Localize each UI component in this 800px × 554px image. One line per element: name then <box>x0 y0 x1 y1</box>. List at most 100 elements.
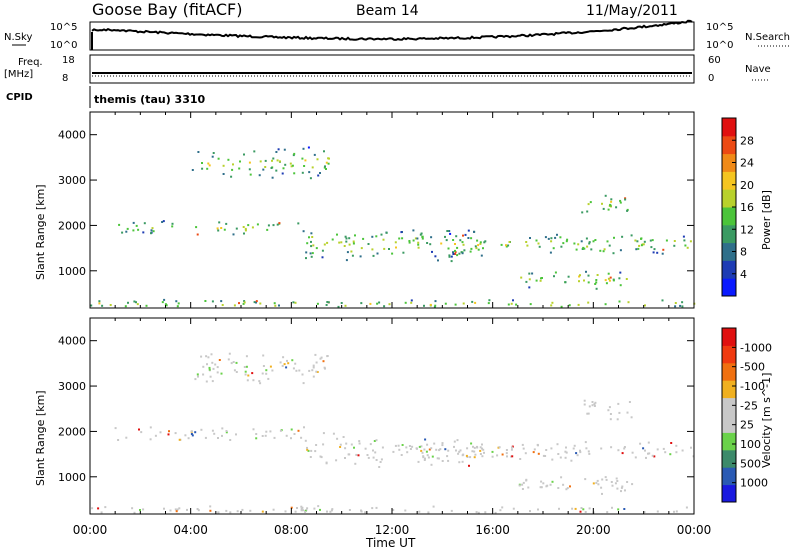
power-colorbar: 4 8 12 16 20 24 28 <box>721 117 754 297</box>
echo-cell <box>417 243 420 246</box>
echo-cell <box>617 449 620 452</box>
colorbar-segment <box>722 118 736 137</box>
echo-cell <box>336 437 339 440</box>
freq-tick-top: 18 <box>62 55 75 66</box>
echo-cell <box>310 245 313 248</box>
echo-cell <box>264 166 267 168</box>
echo-cell <box>286 359 288 362</box>
echo-cell <box>281 172 284 175</box>
echo-cell <box>259 302 262 305</box>
echo-cell <box>303 426 305 429</box>
colorbar-segment <box>722 135 736 155</box>
power-x-ticks <box>89 112 695 308</box>
echo-cell <box>480 254 483 257</box>
echo-cell <box>311 252 314 255</box>
echo-cell <box>595 279 598 281</box>
echo-cell <box>304 511 307 513</box>
echo-cell <box>610 200 613 203</box>
echo-cell <box>619 199 622 202</box>
echo-cell <box>583 279 585 282</box>
echo-cell <box>221 427 224 430</box>
echo-cell <box>242 226 245 228</box>
echo-cell <box>461 252 464 255</box>
echo-cell <box>282 167 285 170</box>
echo-cell <box>528 278 531 281</box>
colorbar-segment <box>722 207 736 226</box>
echo-cell <box>301 171 304 174</box>
echo-cell <box>510 302 513 305</box>
echo-cell <box>322 360 325 363</box>
echo-cell <box>232 163 234 166</box>
echo-cell <box>405 446 408 449</box>
echo-cell <box>594 401 597 404</box>
echo-cell <box>304 439 307 442</box>
echo-cell <box>262 365 265 367</box>
echo-cell <box>273 436 276 439</box>
echo-cell <box>216 366 219 369</box>
echo-cell <box>230 175 233 178</box>
echo-cell <box>581 211 584 214</box>
colorbar-tick-label: 28 <box>740 134 754 147</box>
echo-cell <box>154 434 157 437</box>
echo-cell <box>623 447 626 450</box>
echo-cell <box>624 198 627 201</box>
echo-cell <box>608 244 611 247</box>
echo-cell <box>421 237 424 240</box>
echo-cell <box>592 240 595 243</box>
echo-cell <box>512 507 515 510</box>
echo-cell <box>417 246 420 249</box>
echo-cell <box>420 445 423 448</box>
echo-cell <box>431 250 433 253</box>
echo-cell <box>244 227 247 230</box>
echo-cell <box>346 251 349 254</box>
echo-cell <box>228 352 231 355</box>
echo-cell <box>684 244 687 247</box>
echo-cell <box>235 227 238 230</box>
echo-cell <box>607 208 610 211</box>
echo-cell <box>585 237 588 240</box>
echo-cell <box>528 286 531 289</box>
echo-cell <box>121 231 124 234</box>
colorbar-tick-label: 16 <box>740 201 754 214</box>
echo-cell <box>673 244 676 247</box>
echo-cell <box>216 227 219 230</box>
echo-cell <box>643 511 646 514</box>
colorbar-segment <box>722 397 736 416</box>
echo-cell <box>606 511 609 514</box>
echo-cell <box>574 507 577 510</box>
echo-cell <box>456 254 459 257</box>
echo-cell <box>501 506 504 509</box>
echo-cell <box>304 159 307 162</box>
echo-cell <box>201 167 204 170</box>
echo-cell <box>505 245 508 248</box>
echo-cell <box>639 442 642 445</box>
colorbar-segment <box>722 345 736 364</box>
echo-cell <box>135 301 137 304</box>
echo-cell <box>462 243 465 246</box>
echo-cell <box>537 452 540 455</box>
echo-cell <box>470 247 473 250</box>
colorbar-segment <box>722 415 736 433</box>
echo-cell <box>208 366 211 369</box>
echo-cell <box>190 430 193 433</box>
echo-cell <box>539 279 542 282</box>
echo-cell <box>312 375 315 378</box>
echo-cell <box>479 449 482 452</box>
nave-tick-bottom: 0 <box>708 73 714 84</box>
echo-cell <box>511 455 514 458</box>
echo-cell <box>171 222 174 225</box>
echo-cell <box>258 174 261 177</box>
echo-cell <box>313 507 316 510</box>
echo-cell <box>214 363 217 366</box>
echo-cell <box>360 302 363 305</box>
echo-cell <box>145 304 148 307</box>
echo-cell <box>506 455 508 458</box>
echo-cell <box>562 242 565 245</box>
echo-cell <box>564 456 567 459</box>
power-colorbar-label: Power [dB] <box>760 190 773 250</box>
echo-cell <box>388 248 390 250</box>
echo-cell <box>634 456 637 459</box>
echo-cell <box>297 429 300 432</box>
echo-cell <box>118 223 121 226</box>
echo-cell <box>469 456 472 459</box>
